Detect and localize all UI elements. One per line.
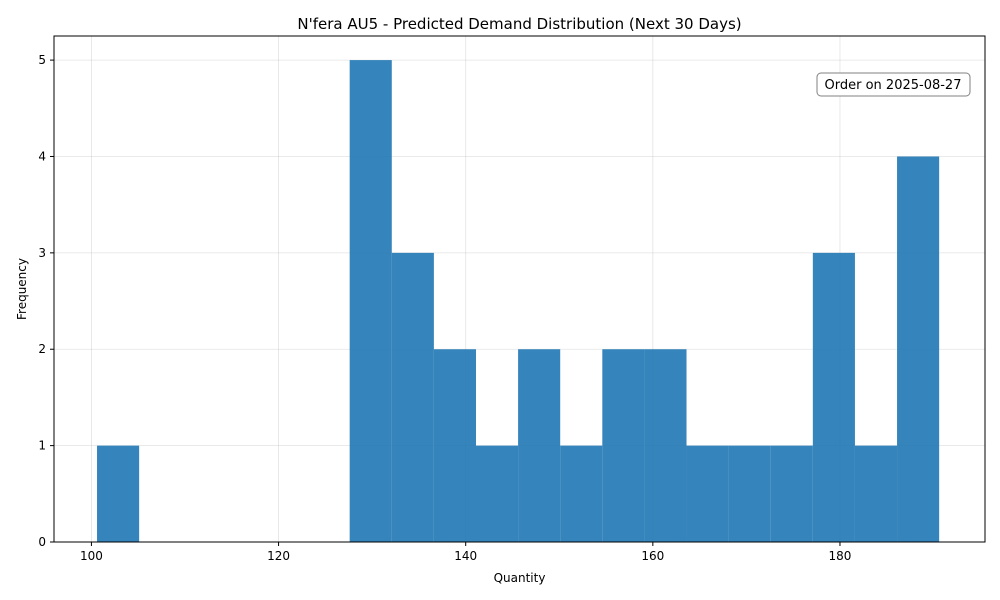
histogram-bar [518,349,561,542]
order-date-annotation: Order on 2025-08-27 [816,72,971,97]
bars [97,60,940,542]
histogram-bar [728,445,771,542]
histogram-bar [644,349,687,542]
x-axis-label: Quantity [494,571,546,585]
x-tick-label: 140 [454,549,477,563]
x-axis-ticks: 100 120 140 160 180 [80,542,851,563]
y-axis-ticks: 0 1 2 3 4 5 [38,53,54,549]
histogram-bar [97,445,140,542]
histogram-bar [560,445,603,542]
y-tick-label: 3 [38,246,46,260]
histogram-bar [475,445,519,542]
annotation-text: Order on 2025-08-27 [825,78,962,93]
x-tick-label: 160 [641,549,664,563]
plot-frame [53,35,986,543]
y-tick-label: 2 [38,342,46,356]
histogram-bar [433,349,476,542]
histogram-bar [349,60,392,542]
y-tick-label: 5 [38,53,46,67]
chart-title: N'fera AU5 - Predicted Demand Distributi… [297,15,741,33]
histogram-bar [686,445,729,542]
histogram-bar [812,252,855,542]
y-axis-label: Frequency [15,258,29,320]
y-tick-label: 0 [38,535,46,549]
histogram-bar [897,156,940,542]
x-tick-label: 120 [267,549,290,563]
histogram-bar [602,349,645,542]
histogram-bar [770,445,813,542]
histogram-bar [391,252,434,542]
x-tick-label: 100 [80,549,103,563]
annotation-box [816,72,971,97]
histogram-bar [854,445,898,542]
y-tick-label: 4 [38,149,46,163]
y-tick-label: 1 [38,439,46,453]
x-tick-label: 180 [829,549,852,563]
